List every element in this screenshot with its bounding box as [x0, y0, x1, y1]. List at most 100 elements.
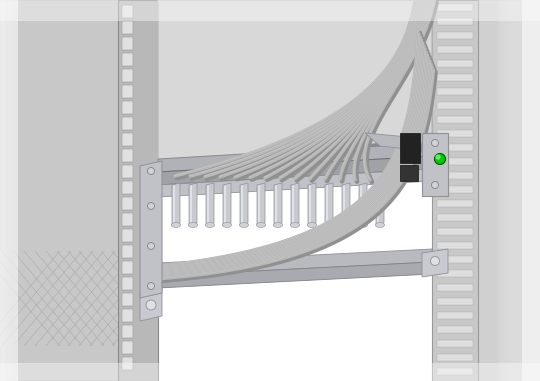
- Polygon shape: [172, 183, 180, 226]
- Bar: [0, 0, 3, 381]
- Bar: [0, 0, 18, 381]
- Bar: [437, 4, 473, 11]
- Bar: [0, 0, 14, 381]
- Polygon shape: [422, 249, 448, 277]
- Polygon shape: [257, 183, 265, 226]
- Bar: [0, 0, 31, 381]
- Circle shape: [146, 300, 156, 310]
- Bar: [0, 0, 33, 381]
- Polygon shape: [309, 185, 311, 226]
- Polygon shape: [158, 133, 432, 189]
- Bar: [437, 326, 473, 333]
- Bar: [0, 363, 540, 381]
- Polygon shape: [258, 185, 260, 226]
- Bar: [0, 0, 25, 381]
- FancyBboxPatch shape: [122, 69, 133, 82]
- Bar: [0, 0, 10, 381]
- Polygon shape: [118, 0, 158, 381]
- Circle shape: [431, 139, 438, 147]
- Ellipse shape: [206, 223, 214, 227]
- Bar: [516, 0, 540, 381]
- Bar: [0, 0, 2, 381]
- Ellipse shape: [325, 223, 334, 227]
- Bar: [437, 116, 473, 123]
- Polygon shape: [224, 185, 226, 226]
- FancyBboxPatch shape: [122, 101, 133, 114]
- Bar: [437, 214, 473, 221]
- Bar: [0, 0, 40, 381]
- FancyBboxPatch shape: [122, 133, 133, 146]
- Polygon shape: [308, 183, 316, 226]
- FancyBboxPatch shape: [122, 277, 133, 290]
- FancyBboxPatch shape: [122, 325, 133, 338]
- Circle shape: [147, 168, 154, 174]
- Bar: [0, 0, 17, 381]
- FancyBboxPatch shape: [122, 213, 133, 226]
- Bar: [437, 312, 473, 319]
- FancyBboxPatch shape: [122, 149, 133, 162]
- Circle shape: [430, 256, 440, 266]
- Bar: [525, 0, 540, 381]
- Bar: [0, 0, 37, 381]
- Bar: [0, 0, 36, 381]
- Bar: [0, 0, 44, 381]
- Ellipse shape: [291, 223, 300, 227]
- Bar: [538, 0, 540, 381]
- Bar: [528, 0, 540, 381]
- Bar: [437, 228, 473, 235]
- Circle shape: [147, 202, 154, 210]
- Ellipse shape: [273, 223, 282, 227]
- Polygon shape: [377, 185, 379, 226]
- Polygon shape: [158, 262, 432, 288]
- Bar: [534, 0, 540, 381]
- Bar: [496, 0, 540, 381]
- Ellipse shape: [172, 223, 180, 227]
- Ellipse shape: [240, 223, 248, 227]
- Polygon shape: [275, 185, 277, 226]
- Polygon shape: [223, 183, 231, 226]
- Circle shape: [431, 181, 438, 189]
- FancyBboxPatch shape: [122, 21, 133, 34]
- FancyBboxPatch shape: [122, 53, 133, 66]
- Bar: [437, 144, 473, 151]
- Bar: [513, 0, 540, 381]
- FancyBboxPatch shape: [122, 165, 133, 178]
- Bar: [521, 0, 540, 381]
- Bar: [0, 0, 9, 381]
- Bar: [437, 130, 473, 137]
- Bar: [522, 0, 540, 381]
- Bar: [0, 0, 6, 381]
- Bar: [0, 0, 42, 381]
- Bar: [526, 0, 540, 381]
- Polygon shape: [240, 183, 248, 226]
- Polygon shape: [190, 185, 192, 226]
- Polygon shape: [0, 0, 140, 381]
- FancyBboxPatch shape: [122, 197, 133, 210]
- Bar: [507, 0, 540, 381]
- Bar: [509, 0, 540, 381]
- Bar: [0, 0, 540, 21]
- Bar: [437, 18, 473, 25]
- Bar: [523, 0, 540, 381]
- Bar: [522, 0, 540, 381]
- Polygon shape: [158, 0, 432, 183]
- Polygon shape: [360, 185, 362, 226]
- Ellipse shape: [375, 223, 384, 227]
- Polygon shape: [140, 288, 162, 321]
- Bar: [437, 158, 473, 165]
- Bar: [437, 88, 473, 95]
- Polygon shape: [376, 183, 384, 226]
- Bar: [505, 0, 540, 381]
- Bar: [437, 74, 473, 81]
- Bar: [503, 0, 540, 381]
- Polygon shape: [158, 156, 432, 185]
- Polygon shape: [478, 0, 540, 381]
- Bar: [0, 0, 24, 381]
- FancyBboxPatch shape: [122, 357, 133, 370]
- Bar: [437, 172, 473, 179]
- FancyBboxPatch shape: [122, 37, 133, 50]
- Polygon shape: [207, 185, 209, 226]
- Bar: [0, 0, 19, 381]
- Bar: [437, 60, 473, 67]
- Bar: [437, 298, 473, 305]
